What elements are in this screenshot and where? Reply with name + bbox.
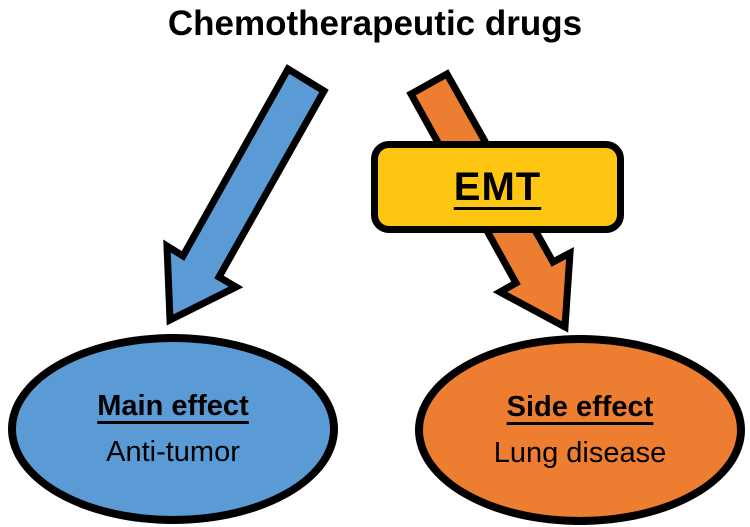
main-effect-subtext: Anti-tumor <box>106 435 240 468</box>
emt-box: EMT <box>371 141 624 233</box>
main-effect-ellipse: Main effect Anti-tumor <box>8 334 338 524</box>
side-effect-subtext: Lung disease <box>493 436 667 469</box>
side-effect-heading: Side effect <box>506 390 654 423</box>
main-effect-heading: Main effect <box>97 389 249 422</box>
main-effect-arrow <box>163 64 329 326</box>
emt-label: EMT <box>453 164 542 209</box>
diagram-title: Chemotherapeutic drugs <box>167 4 583 43</box>
side-effect-ellipse: Side effect Lung disease <box>415 335 745 525</box>
